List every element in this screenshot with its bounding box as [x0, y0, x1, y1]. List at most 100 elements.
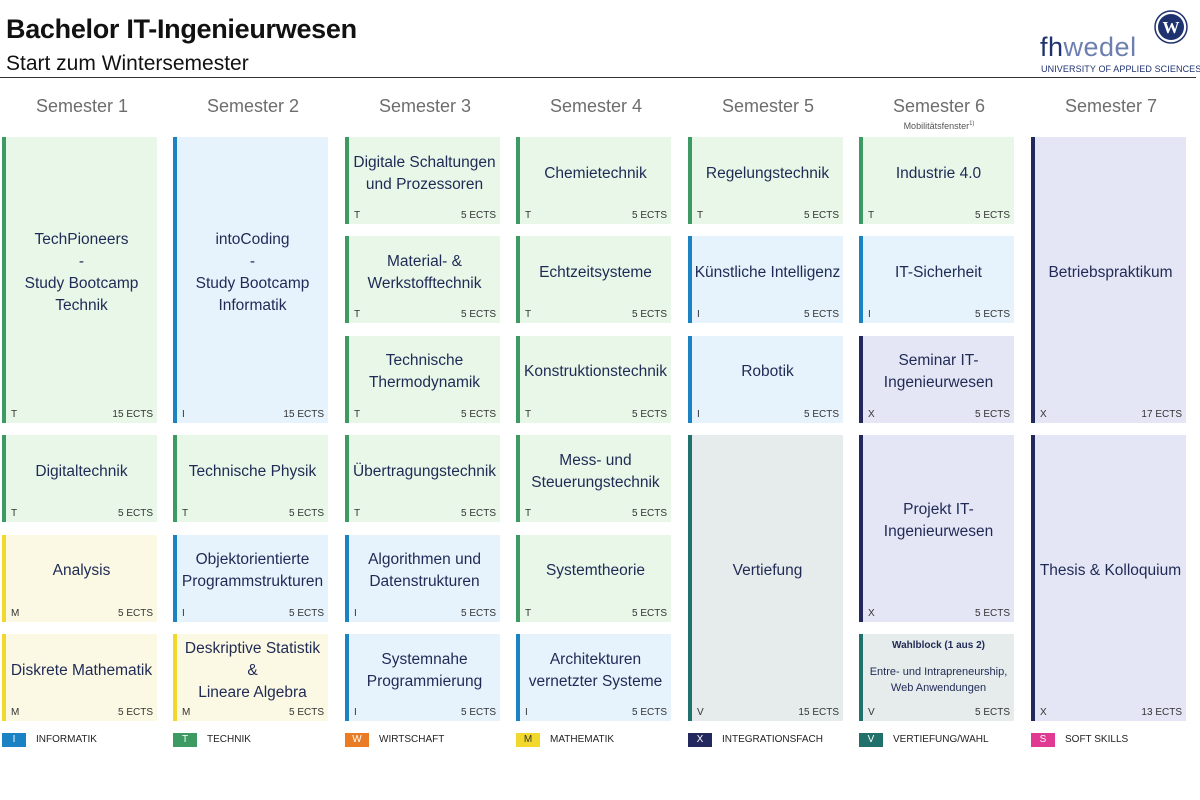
- module-type-code: T: [182, 508, 189, 520]
- legend-color-box: M: [516, 733, 540, 747]
- module-type-code: T: [697, 210, 704, 221]
- module-card: intoCoding - Study Bootcamp Informatik I 1…: [173, 137, 328, 423]
- module-name: IT-Sicherheit: [894, 263, 982, 281]
- module-name: Übertragungstechnik: [352, 462, 497, 480]
- module-name: Objektorientierte Programmstrukturen: [181, 551, 324, 591]
- module-type-code: X: [868, 607, 875, 619]
- module-card: Regelungstechnik T 5 ECTS: [688, 137, 843, 224]
- module-ects: 5 ECTS: [288, 707, 324, 718]
- module-card: Übertragungstechnik T 5 ECTS: [345, 435, 500, 523]
- logo-wordmark: fhwedel: [1040, 32, 1137, 62]
- module-ects: 15 ECTS: [283, 408, 324, 420]
- module-ects: 5 ECTS: [974, 707, 1010, 718]
- module-ects: 5 ECTS: [631, 408, 667, 420]
- module-ects: 5 ECTS: [631, 210, 667, 221]
- semester-note: Mobilitätsfenster1): [903, 121, 975, 131]
- module-card: Künstliche Intelligenz I 5 ECTS: [688, 236, 843, 324]
- module-type-code: M: [11, 707, 20, 718]
- module-type-code: T: [354, 408, 361, 420]
- module-type-code: T: [525, 408, 532, 420]
- module-card: IT-Sicherheit I 5 ECTS: [859, 236, 1014, 324]
- semester-header-5: Semester 5: [721, 96, 815, 116]
- module-card: Digitaltechnik T 5 ECTS: [2, 435, 157, 523]
- module-type-code: T: [525, 210, 532, 221]
- module-ects: 13 ECTS: [1141, 706, 1182, 718]
- module-card: Konstruktionstechnik T 5 ECTS: [516, 335, 671, 423]
- legend-color-box: V: [859, 733, 883, 747]
- module-ects: 5 ECTS: [460, 210, 496, 221]
- module-name: Digitale Schaltungen und Prozessoren: [353, 153, 496, 193]
- module-card: Analysis M 5 ECTS: [2, 534, 157, 622]
- module-card: Objektorientierte Programmstrukturen I 5 E…: [173, 534, 328, 622]
- module-ects: 5 ECTS: [803, 408, 839, 420]
- module-name: Analysis: [52, 562, 111, 580]
- module-name: Technische Physik: [188, 462, 317, 480]
- legend-label: WIRTSCHAFT: [379, 734, 445, 745]
- module-type-code: I: [354, 607, 357, 619]
- wahlblock-title: Wahlblock (1 aus 2): [892, 640, 985, 651]
- module-card: Digitale Schaltungen und Prozessoren T 5 E…: [345, 137, 500, 224]
- module-card: Industrie 4.0 T 5 ECTS: [859, 137, 1014, 224]
- legend-color-box: X: [688, 733, 712, 747]
- module-card: Vertiefung V 15 ECTS: [688, 435, 843, 721]
- module-ects: 5 ECTS: [631, 707, 667, 718]
- module-ects: 5 ECTS: [288, 607, 324, 619]
- module-name: Konstruktionstechnik: [523, 363, 668, 381]
- module-ects: 5 ECTS: [974, 309, 1010, 321]
- module-ects: 17 ECTS: [1141, 408, 1182, 420]
- module-name: Systemtheorie: [545, 562, 646, 580]
- module-card: TechPioneers - Study Bootcamp Technik T 15…: [2, 137, 157, 423]
- legend-color-box: W: [345, 733, 369, 747]
- logo-subline: UNIVERSITY OF APPLIED SCIENCES: [1041, 64, 1200, 74]
- module-type-code: I: [354, 707, 357, 718]
- module-type-code: T: [868, 210, 875, 221]
- module-type-code: V: [868, 707, 875, 718]
- module-name: intoCoding - Study Bootcamp Informatik: [195, 230, 310, 314]
- module-type-code: T: [525, 508, 532, 520]
- module-name: Systemnahe Programmierung: [366, 650, 483, 690]
- legend-label: MATHEMATIK: [550, 734, 615, 745]
- legend-label: INTEGRATIONSFACH: [722, 734, 823, 745]
- module-ects: 5 ECTS: [974, 210, 1010, 221]
- module-ects: 5 ECTS: [460, 508, 496, 520]
- semester-header-6: Semester 6: [892, 96, 986, 116]
- module-card: Architekturen vernetzter Systeme I 5 ECTS: [516, 634, 671, 721]
- module-name: TechPioneers - Study Bootcamp Technik: [24, 230, 139, 314]
- module-card: Technische Physik T 5 ECTS: [173, 435, 328, 523]
- module-type-code: I: [697, 408, 700, 420]
- module-card: Robotik I 5 ECTS: [688, 335, 843, 423]
- module-type-code: M: [182, 707, 191, 718]
- module-card: Projekt IT- Ingenieurwesen X 5 ECTS: [859, 435, 1014, 622]
- module-type-code: T: [525, 607, 532, 619]
- module-name: Thesis & Kolloquium: [1039, 562, 1182, 580]
- module-type-code: I: [697, 309, 700, 321]
- module-name: Robotik: [741, 363, 794, 381]
- module-card: Systemnahe Programmierung I 5 ECTS: [345, 634, 500, 721]
- semester-header-4: Semester 4: [549, 96, 643, 116]
- module-name: Projekt IT- Ingenieurwesen: [883, 501, 994, 541]
- module-ects: 5 ECTS: [803, 210, 839, 221]
- module-type-code: V: [697, 706, 704, 718]
- module-name: Mess- und Steuerungstechnik: [531, 451, 660, 491]
- module-name: Regelungstechnik: [705, 164, 830, 182]
- fh-wedel-logo: fhwedel W UNIVERSITY OF APPLIED SCIENCES: [1040, 10, 1200, 76]
- module-type-code: M: [11, 607, 20, 619]
- module-card: Technische Thermodynamik T 5 ECTS: [345, 335, 500, 423]
- module-type-code: I: [182, 408, 185, 420]
- module-type-code: X: [868, 408, 875, 420]
- module-card: Algorithmen und Datenstrukturen I 5 ECTS: [345, 534, 500, 622]
- legend-color-box: I: [2, 733, 26, 747]
- module-card: Chemietechnik T 5 ECTS: [516, 137, 671, 224]
- svg-text:W: W: [1163, 18, 1180, 37]
- module-name: Deskriptive Statistik & Lineare Algebra: [184, 639, 321, 701]
- module-ects: 5 ECTS: [631, 508, 667, 520]
- module-card: Betriebspraktikum X 17 ECTS: [1031, 137, 1186, 423]
- module-name: Betriebspraktikum: [1048, 263, 1173, 281]
- module-type-code: I: [868, 309, 871, 321]
- module-type-code: T: [11, 508, 18, 520]
- header-divider: [0, 77, 1196, 78]
- module-name: Echtzeitsysteme: [539, 263, 652, 281]
- legend-label: VERTIEFUNG/WAHL: [893, 734, 989, 745]
- module-ects: 5 ECTS: [117, 707, 153, 718]
- semester-header-3: Semester 3: [378, 96, 472, 116]
